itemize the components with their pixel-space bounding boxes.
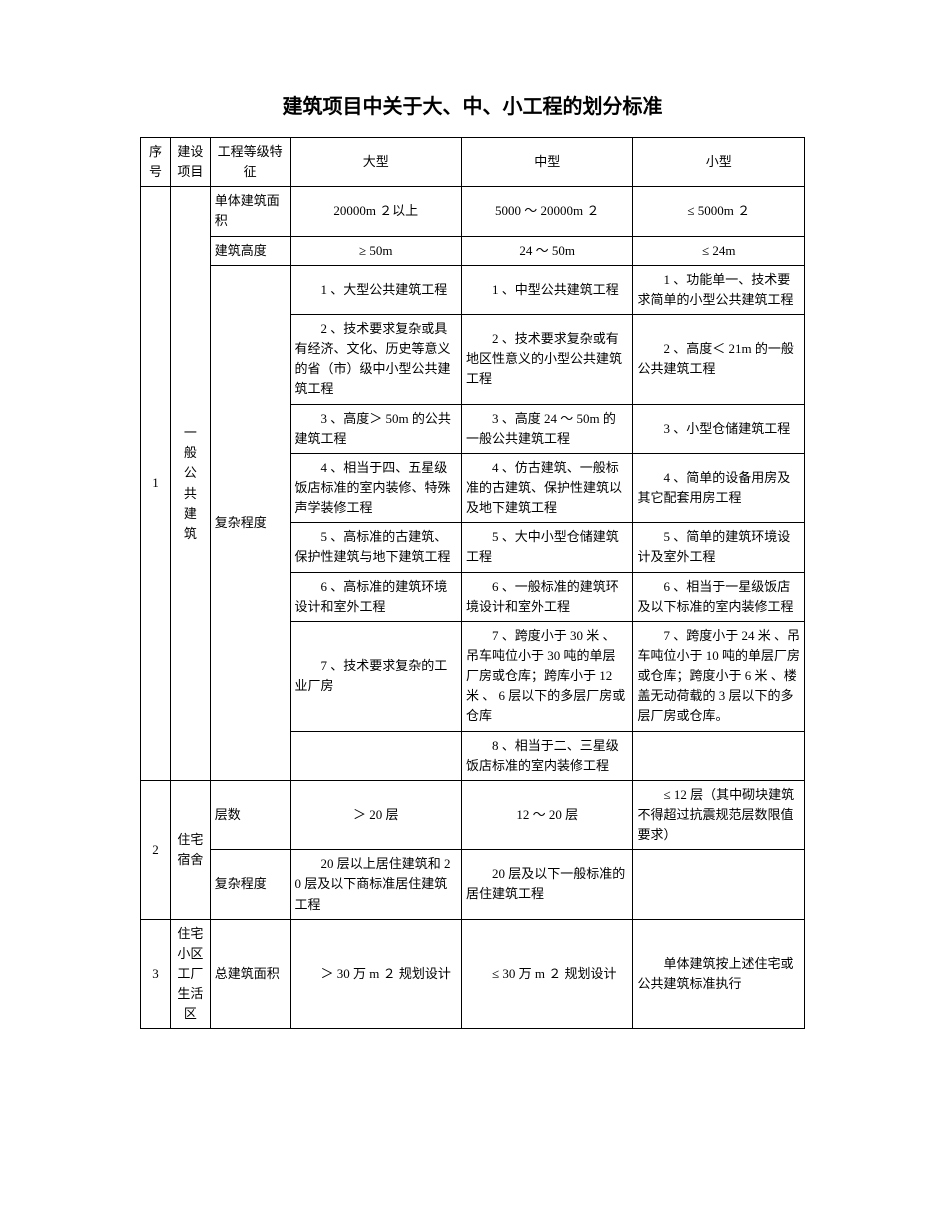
- cell-project: 一 般 公 共 建 筑: [170, 187, 210, 781]
- header-large: 大型: [290, 138, 461, 187]
- cell-medium: 2 、技术要求复杂或有地区性意义的小型公共建筑工程: [462, 314, 633, 404]
- header-feature: 工程等级特征: [210, 138, 290, 187]
- cell-large: 2 、技术要求复杂或具有经济、文化、历史等意义的省（市）级中小型公共建筑工程: [290, 314, 461, 404]
- cell-feature: 单体建筑面积: [210, 187, 290, 236]
- cell-large: 3 、高度＞ 50m 的公共建筑工程: [290, 404, 461, 453]
- cell-feature: 总建筑面积: [210, 919, 290, 1029]
- cell-small: 6 、相当于一星级饭店及以下标准的室内装修工程: [633, 572, 805, 621]
- cell-medium: 1 、中型公共建筑工程: [462, 265, 633, 314]
- cell-small: [633, 731, 805, 780]
- cell-small: 单体建筑按上述住宅或公共建筑标准执行: [633, 919, 805, 1029]
- cell-small: 1 、功能单一、技术要求简单的小型公共建筑工程: [633, 265, 805, 314]
- cell-project: 住宅小区工厂生活区: [170, 919, 210, 1029]
- cell-large: 7 、技术要求复杂的工业厂房: [290, 621, 461, 731]
- cell-small: 2 、高度＜ 21m 的一般公共建筑工程: [633, 314, 805, 404]
- header-project: 建设项目: [170, 138, 210, 187]
- cell-large: [290, 731, 461, 780]
- table-row: 复杂程度 20 层以上居住建筑和 20 层及以下商标准居住建筑工程 20 层及以…: [141, 850, 805, 919]
- header-seq: 序号: [141, 138, 171, 187]
- cell-small: ≤ 24m: [633, 236, 805, 265]
- header-medium: 中型: [462, 138, 633, 187]
- cell-feature: 复杂程度: [210, 265, 290, 780]
- cell-project: 住宅宿舍: [170, 780, 210, 919]
- table-row: 3 住宅小区工厂生活区 总建筑面积 ＞ 30 万 m ２ 规划设计 ≤ 30 万…: [141, 919, 805, 1029]
- cell-feature: 复杂程度: [210, 850, 290, 919]
- cell-medium: 3 、高度 24 ～ 50m 的一般公共建筑工程: [462, 404, 633, 453]
- cell-small: ≤ 5000m ２: [633, 187, 805, 236]
- cell-small: [633, 850, 805, 919]
- cell-medium: 4 、仿古建筑、一般标准的古建筑、保护性建筑以及地下建筑工程: [462, 453, 633, 522]
- cell-medium: 5000 ～ 20000m ２: [462, 187, 633, 236]
- page-title: 建筑项目中关于大、中、小工程的划分标准: [140, 90, 805, 119]
- cell-medium: 7 、跨度小于 30 米 、吊车吨位小于 30 吨的单层厂房或仓库；跨库小于 1…: [462, 621, 633, 731]
- cell-large: 4 、相当于四、五星级饭店标准的室内装修、特殊声学装修工程: [290, 453, 461, 522]
- cell-large: 6 、高标准的建筑环境设计和室外工程: [290, 572, 461, 621]
- cell-large: 20000m ２以上: [290, 187, 461, 236]
- cell-feature: 层数: [210, 780, 290, 849]
- cell-small: 4 、简单的设备用房及其它配套用房工程: [633, 453, 805, 522]
- header-small: 小型: [633, 138, 805, 187]
- cell-feature: 建筑高度: [210, 236, 290, 265]
- cell-seq: 1: [141, 187, 171, 781]
- cell-medium: 8 、相当于二、三星级饭店标准的室内装修工程: [462, 731, 633, 780]
- cell-small: 7 、跨度小于 24 米 、吊车吨位小于 10 吨的单层厂房或仓库；跨度小于 6…: [633, 621, 805, 731]
- cell-medium: 5 、大中小型仓储建筑工程: [462, 523, 633, 572]
- cell-medium: 12 ～ 20 层: [462, 780, 633, 849]
- cell-seq: 2: [141, 780, 171, 919]
- cell-medium: 20 层及以下一般标准的居住建筑工程: [462, 850, 633, 919]
- table-row: 建筑高度 ≥ 50m 24 ～ 50m ≤ 24m: [141, 236, 805, 265]
- cell-large: ＞ 20 层: [290, 780, 461, 849]
- table-row: 1 一 般 公 共 建 筑 单体建筑面积 20000m ２以上 5000 ～ 2…: [141, 187, 805, 236]
- cell-medium: ≤ 30 万 m ２ 规划设计: [462, 919, 633, 1029]
- cell-small: ≤ 12 层（其中砌块建筑不得超过抗震规范层数限值要求）: [633, 780, 805, 849]
- cell-large: ＞ 30 万 m ２ 规划设计: [290, 919, 461, 1029]
- standards-table: 序号 建设项目 工程等级特征 大型 中型 小型 1 一 般 公 共 建 筑 单体…: [140, 137, 805, 1029]
- cell-large: ≥ 50m: [290, 236, 461, 265]
- table-row: 复杂程度 1 、大型公共建筑工程 1 、中型公共建筑工程 1 、功能单一、技术要…: [141, 265, 805, 314]
- cell-medium: 6 、一般标准的建筑环境设计和室外工程: [462, 572, 633, 621]
- cell-small: 5 、简单的建筑环境设计及室外工程: [633, 523, 805, 572]
- cell-large: 20 层以上居住建筑和 20 层及以下商标准居住建筑工程: [290, 850, 461, 919]
- cell-small: 3 、小型仓储建筑工程: [633, 404, 805, 453]
- cell-seq: 3: [141, 919, 171, 1029]
- cell-medium: 24 ～ 50m: [462, 236, 633, 265]
- table-row: 2 住宅宿舍 层数 ＞ 20 层 12 ～ 20 层 ≤ 12 层（其中砌块建筑…: [141, 780, 805, 849]
- cell-large: 1 、大型公共建筑工程: [290, 265, 461, 314]
- table-header-row: 序号 建设项目 工程等级特征 大型 中型 小型: [141, 138, 805, 187]
- cell-large: 5 、高标准的古建筑、保护性建筑与地下建筑工程: [290, 523, 461, 572]
